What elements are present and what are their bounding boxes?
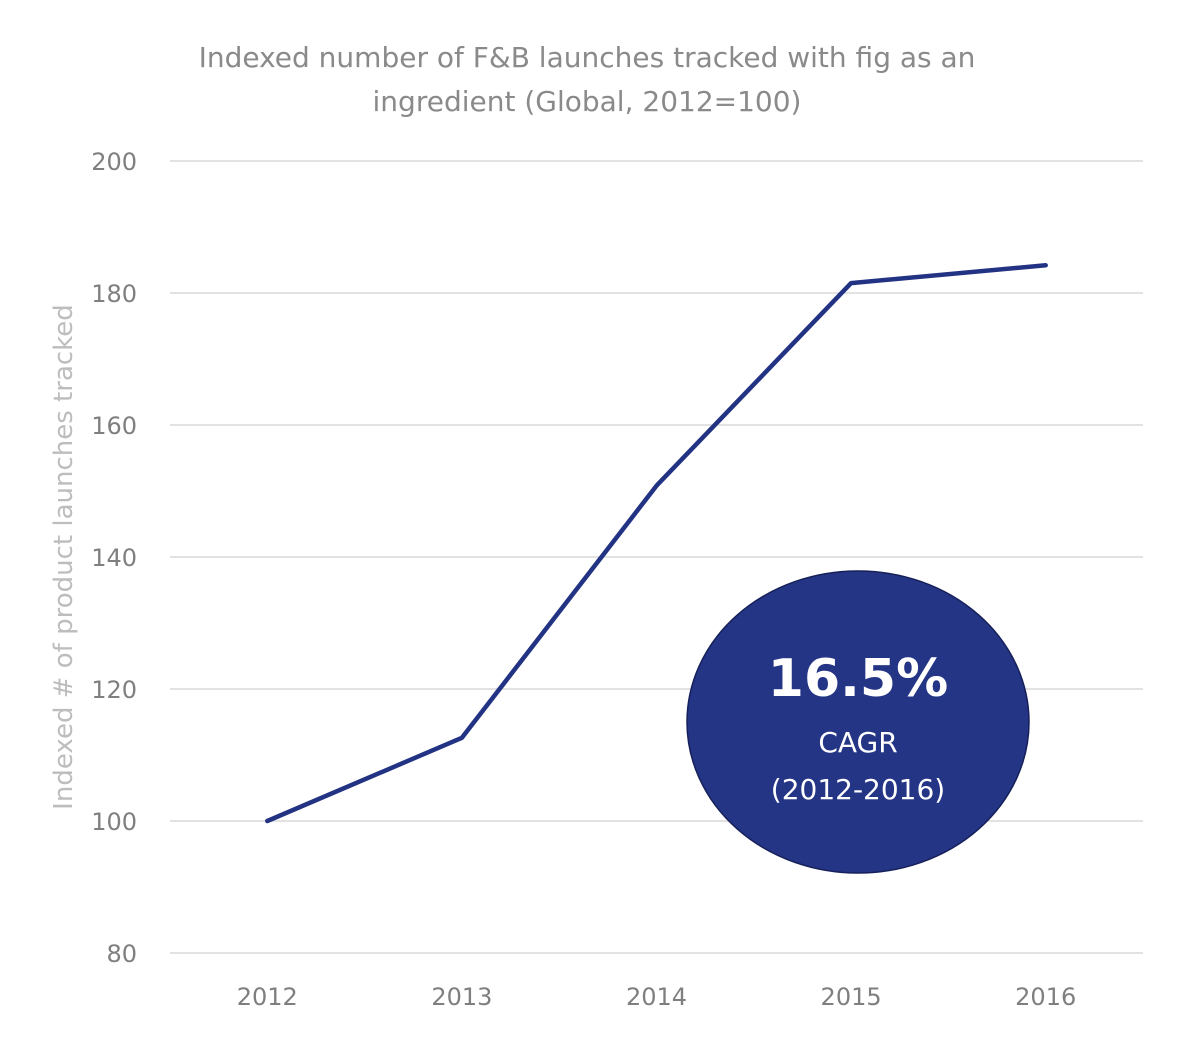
- y-axis-ticks: 80 100 120 140 160 180 200: [91, 148, 137, 968]
- x-tick-label: 2013: [431, 983, 492, 1011]
- y-tick-label: 180: [91, 280, 137, 308]
- cagr-annotation: 16.5% CAGR (2012-2016): [686, 570, 1030, 874]
- chart-title-line-1: Indexed number of F&B launches tracked w…: [199, 41, 976, 74]
- cagr-bubble: [686, 570, 1030, 874]
- y-tick-label: 200: [91, 148, 137, 176]
- gridlines: [170, 160, 1143, 954]
- y-tick-label: 140: [91, 544, 137, 572]
- x-tick-label: 2016: [1015, 983, 1076, 1011]
- x-tick-label: 2014: [626, 983, 687, 1011]
- x-tick-label: 2015: [821, 983, 882, 1011]
- y-tick-label: 120: [91, 676, 137, 704]
- y-tick-label: 80: [106, 940, 137, 968]
- y-tick-label: 160: [91, 412, 137, 440]
- x-axis-ticks: 2012 2013 2014 2015 2016: [237, 983, 1076, 1011]
- cagr-period: (2012-2016): [771, 773, 945, 806]
- series-layer: [265, 263, 1048, 824]
- y-tick-label: 100: [91, 808, 137, 836]
- cagr-label: CAGR: [818, 726, 897, 759]
- x-tick-label: 2012: [237, 983, 298, 1011]
- chart-title-line-2: ingredient (Global, 2012=100): [373, 85, 802, 118]
- cagr-value: 16.5%: [768, 649, 948, 709]
- y-axis-label: Indexed # of product launches tracked: [49, 304, 79, 810]
